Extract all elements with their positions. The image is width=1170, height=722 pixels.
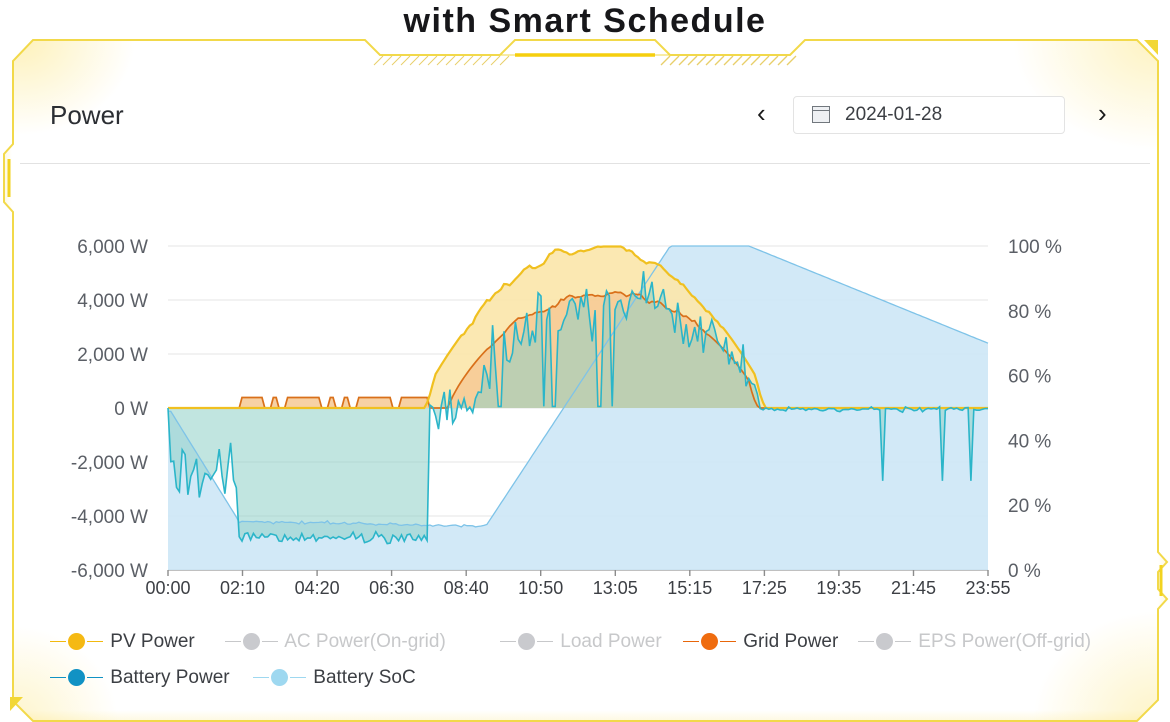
svg-text:23:55: 23:55: [965, 578, 1010, 598]
svg-text:08:40: 08:40: [444, 578, 489, 598]
svg-text:10:50: 10:50: [518, 578, 563, 598]
svg-text:06:30: 06:30: [369, 578, 414, 598]
svg-text:-2,000 W: -2,000 W: [71, 453, 148, 474]
svg-text:17:25: 17:25: [742, 578, 787, 598]
svg-text:100 %: 100 %: [1008, 237, 1062, 258]
svg-text:19:35: 19:35: [816, 578, 861, 598]
svg-text:4,000 W: 4,000 W: [77, 291, 148, 312]
svg-text:6,000 W: 6,000 W: [77, 237, 148, 258]
svg-text:60 %: 60 %: [1008, 367, 1051, 388]
svg-text:00:00: 00:00: [145, 578, 190, 598]
svg-text:04:20: 04:20: [295, 578, 340, 598]
svg-text:21:45: 21:45: [891, 578, 936, 598]
svg-text:15:15: 15:15: [667, 578, 712, 598]
svg-text:0 %: 0 %: [1008, 561, 1041, 582]
svg-text:2,000 W: 2,000 W: [77, 345, 148, 366]
svg-text:02:10: 02:10: [220, 578, 265, 598]
svg-text:80 %: 80 %: [1008, 302, 1051, 323]
svg-text:-6,000 W: -6,000 W: [71, 561, 148, 582]
svg-text:13:05: 13:05: [593, 578, 638, 598]
svg-text:0 W: 0 W: [114, 399, 148, 420]
svg-text:40 %: 40 %: [1008, 431, 1051, 452]
svg-text:-4,000 W: -4,000 W: [71, 507, 148, 528]
svg-text:20 %: 20 %: [1008, 496, 1051, 517]
